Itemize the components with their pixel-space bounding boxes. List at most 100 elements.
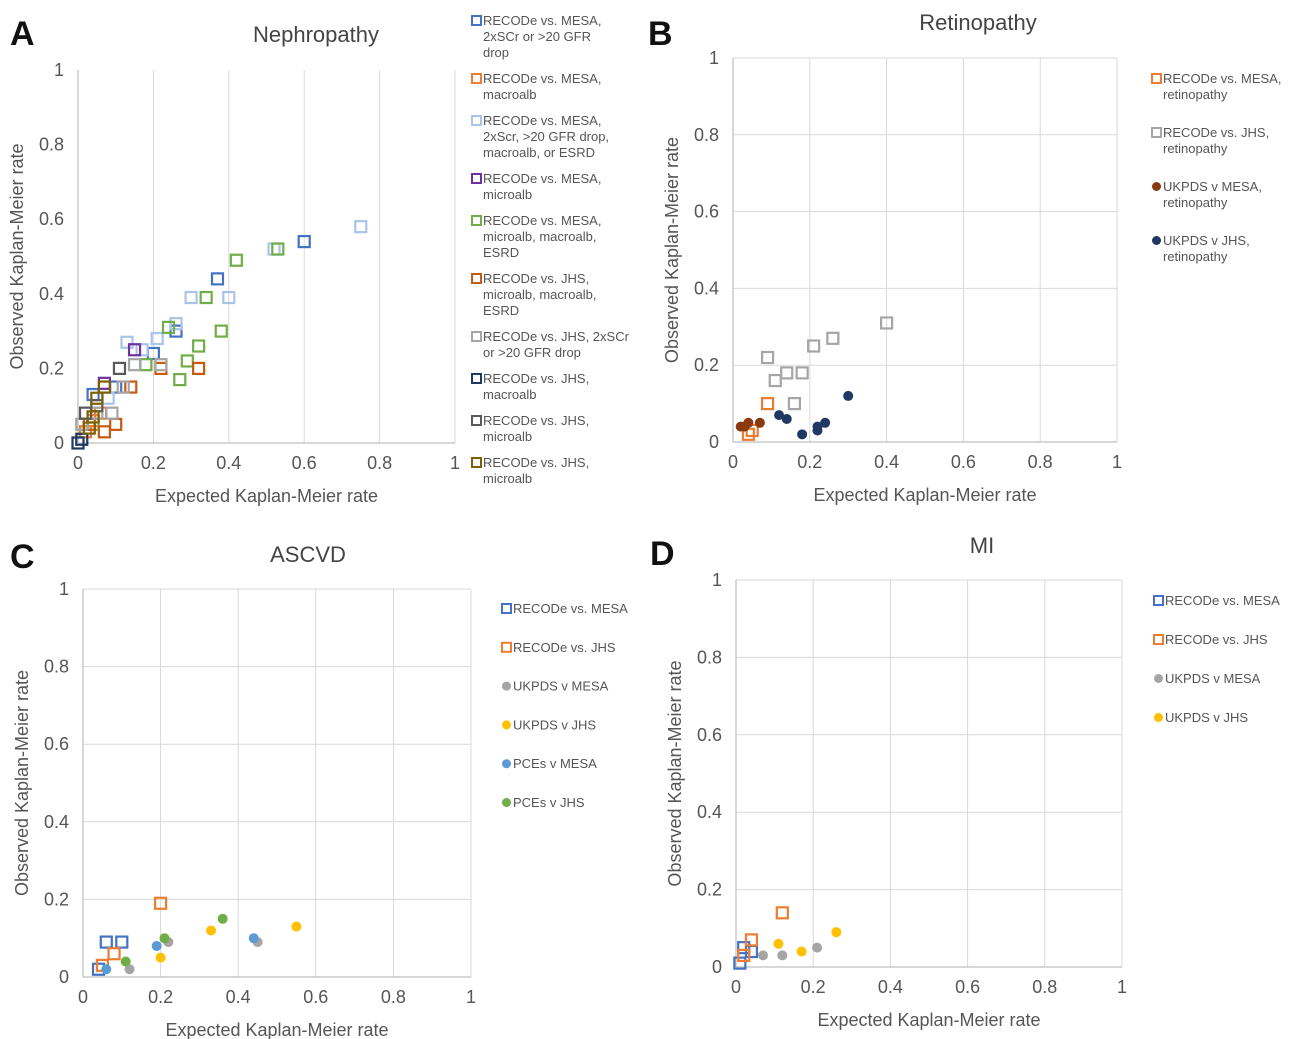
series-5 [120, 913, 228, 967]
legend: RECODe vs. MESA,retinopathy RECODe vs. JH… [1151, 71, 1281, 264]
legend-marker [1154, 674, 1163, 683]
data-point [120, 335, 134, 349]
data-point [777, 950, 788, 961]
legend-label: 2xScr, >20 GFR drop, [483, 129, 609, 144]
legend-label: macroalb [483, 87, 536, 102]
data-point [124, 964, 135, 975]
legend-item: RECODe vs. MESA [501, 601, 628, 616]
legend: RECODe vs. MESA RECODe vs. JHS UKPDS v MES… [501, 601, 628, 810]
data-point [795, 366, 809, 380]
series-6 [75, 358, 168, 431]
y-tick-label: 0.2 [697, 880, 722, 900]
legend-item: RECODe vs. MESA,microalb, macroalb,ESRD [471, 213, 601, 260]
panel-d: D MI 0 0.2 0.4 0.6 0.8 1 0 0.2 0.4 0.6 0.8 1 Expected … [650, 533, 1280, 1030]
data-point [192, 339, 206, 353]
data-point [105, 406, 119, 420]
series-2 [758, 942, 823, 961]
panel-letter: C [10, 538, 35, 576]
legend-marker [502, 681, 511, 691]
legend-label: RECODe vs. JHS, [1163, 125, 1269, 140]
legend-label: macroalb, or ESRD [483, 145, 595, 160]
legend-marker [502, 798, 511, 807]
data-point [354, 220, 368, 234]
legend-label: RECODe vs. MESA, [483, 71, 601, 86]
legend-label: RECODe vs. JHS [1165, 632, 1268, 647]
data-point [107, 947, 121, 961]
data-point [820, 417, 831, 428]
data-point [115, 935, 129, 949]
legend-item: UKPDS v MESA [1154, 671, 1261, 686]
legend-label: RECODe vs. MESA, [483, 13, 601, 28]
data-point [155, 952, 166, 963]
data-point [173, 372, 187, 387]
data-point [754, 417, 765, 428]
chart-title: MI [970, 533, 994, 558]
data-point [86, 410, 100, 424]
legend-marker [471, 415, 482, 426]
y-tick-label: 0.4 [694, 278, 719, 298]
y-tick-label: 0.4 [697, 802, 722, 822]
legend-label: retinopathy [1163, 87, 1228, 102]
x-tick-label: 1 [466, 987, 476, 1007]
y-tick-label: 0.4 [39, 284, 64, 304]
legend-item: RECODe vs. JHS,macroalb [471, 371, 589, 402]
data-point [760, 397, 775, 411]
x-axis-label: Expected Kaplan-Meier rate [155, 486, 378, 506]
legend: RECODe vs. MESA,2xSCr or >20 GFRdropRECO… [471, 13, 630, 486]
legend-label: RECODe vs. MESA [1165, 593, 1280, 608]
legend-label: UKPDS v MESA [513, 679, 609, 694]
data-point [222, 290, 236, 305]
x-tick-label: 0.2 [148, 987, 173, 1007]
data-point [768, 373, 782, 388]
data-point [214, 324, 228, 338]
y-tick-label: 0.6 [39, 209, 64, 229]
data-point [120, 956, 131, 967]
data-point [99, 935, 113, 949]
y-tick-label: 1 [712, 570, 722, 590]
series-1 [737, 906, 789, 962]
legend-label: UKPDS v JHS [513, 717, 596, 732]
legend-marker [1152, 236, 1161, 245]
x-tick-label: 0 [728, 452, 738, 472]
legend-label: retinopathy [1163, 249, 1228, 264]
x-tick-label: 1 [1117, 977, 1127, 997]
x-tick-label: 0.8 [1028, 452, 1053, 472]
legend-marker [1151, 127, 1162, 138]
legend-item: RECODe vs. JHS,microalb [471, 455, 589, 486]
y-tick-label: 0 [59, 967, 69, 987]
legend-item: RECODe vs. JHS,microalb [471, 413, 589, 444]
chart-title: Retinopathy [919, 10, 1036, 35]
legend-item: UKPDS v MESA [502, 679, 609, 694]
legend-item: RECODe vs. MESA,retinopathy [1151, 71, 1281, 102]
data-point [760, 350, 775, 365]
x-tick-label: 1 [1112, 452, 1122, 472]
data-point [78, 425, 93, 439]
legend-label: microalb [483, 187, 532, 202]
x-tick-label: 0.6 [292, 453, 317, 473]
data-point [826, 331, 840, 345]
legend-item: RECODe vs. JHS [1153, 632, 1268, 647]
data-point [78, 406, 93, 420]
data-point [101, 964, 112, 975]
legend-label: ESRD [483, 303, 519, 318]
x-tick-label: 0 [78, 987, 88, 1007]
data-point [154, 358, 168, 372]
data-point [812, 942, 823, 953]
y-tick-label: 0.8 [697, 647, 722, 667]
data-point [206, 925, 217, 936]
legend-label: retinopathy [1163, 195, 1228, 210]
legend-marker [471, 273, 482, 284]
data-point [180, 354, 194, 368]
legend-label: microalb, macroalb, [483, 287, 596, 302]
data-point [797, 429, 808, 440]
data-point [780, 366, 794, 380]
legend-label: RECODe vs. MESA [513, 601, 628, 616]
data-point [150, 331, 164, 346]
legend-label: UKPDS v MESA, [1163, 179, 1262, 194]
x-tick-label: 0.2 [797, 452, 822, 472]
y-tick-label: 0 [709, 432, 719, 452]
chart-title: ASCVD [270, 542, 346, 567]
legend-label: UKPDS v JHS [1165, 710, 1248, 725]
legend-item: UKPDS v JHS [1154, 710, 1248, 725]
legend: RECODe vs. MESA RECODe vs. JHS UKPDS v MES… [1153, 593, 1280, 725]
